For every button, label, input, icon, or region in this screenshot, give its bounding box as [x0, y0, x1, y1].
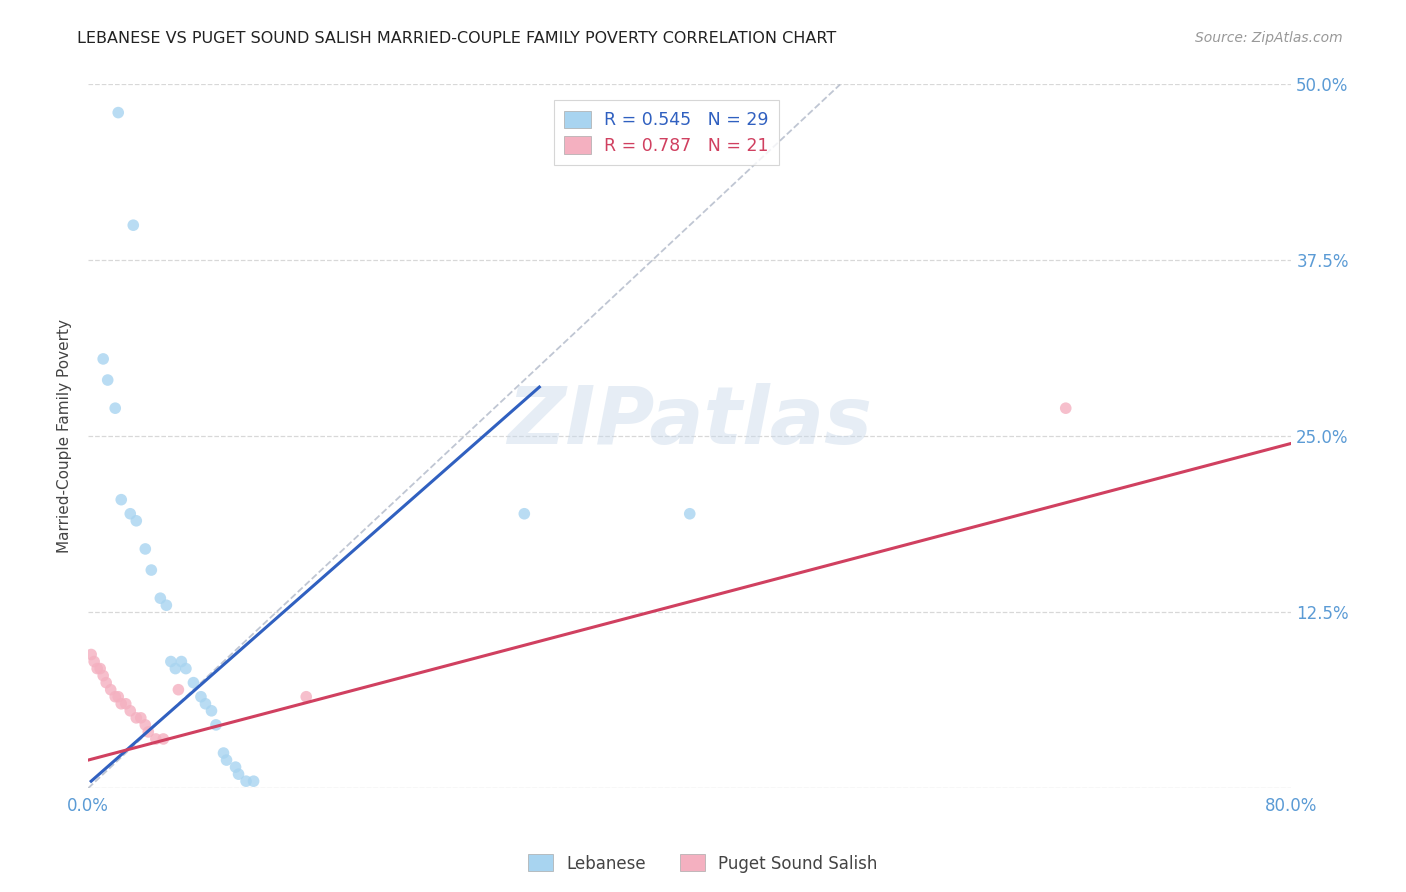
Point [174, 662, 197, 676]
Point [110, 697, 132, 711]
Point [83, 655, 105, 669]
Point [225, 760, 247, 774]
Point [194, 697, 217, 711]
Point [295, 690, 318, 704]
Point [129, 711, 152, 725]
Point [152, 731, 174, 746]
Point [89, 662, 111, 676]
Text: LEBANESE VS PUGET SOUND SALISH MARRIED-COUPLE FAMILY POVERTY CORRELATION CHART: LEBANESE VS PUGET SOUND SALISH MARRIED-C… [77, 31, 837, 46]
Point [145, 731, 167, 746]
Point [100, 682, 122, 697]
Point [107, 105, 129, 120]
Point [679, 507, 702, 521]
Point [107, 690, 129, 704]
Point [80, 648, 103, 662]
Text: Source: ZipAtlas.com: Source: ZipAtlas.com [1195, 31, 1343, 45]
Point [190, 690, 212, 704]
Point [125, 514, 148, 528]
Point [1054, 401, 1077, 416]
Point [242, 774, 264, 789]
Point [120, 507, 142, 521]
Point [155, 599, 177, 613]
Point [96, 675, 118, 690]
Point [110, 492, 132, 507]
Point [183, 675, 205, 690]
Point [167, 682, 190, 697]
Point [170, 655, 193, 669]
Point [120, 704, 142, 718]
Point [200, 704, 222, 718]
Point [165, 662, 187, 676]
Point [97, 373, 120, 387]
Point [212, 746, 235, 760]
Point [134, 541, 156, 556]
Legend: R = 0.545   N = 29, R = 0.787   N = 21: R = 0.545 N = 29, R = 0.787 N = 21 [554, 100, 779, 165]
Y-axis label: Married-Couple Family Poverty: Married-Couple Family Poverty [58, 319, 72, 553]
Point [91, 351, 114, 366]
Point [86, 662, 108, 676]
Point [228, 767, 250, 781]
Legend: Lebanese, Puget Sound Salish: Lebanese, Puget Sound Salish [522, 847, 884, 880]
Point [114, 697, 136, 711]
Point [215, 753, 238, 767]
Text: ZIPatlas: ZIPatlas [508, 384, 872, 461]
Point [160, 655, 183, 669]
Point [104, 690, 127, 704]
Point [122, 218, 145, 232]
Point [513, 507, 536, 521]
Point [149, 591, 172, 606]
Point [125, 711, 148, 725]
Point [134, 718, 156, 732]
Point [91, 668, 114, 682]
Point [235, 774, 257, 789]
Point [136, 725, 159, 739]
Point [104, 401, 127, 416]
Point [141, 563, 163, 577]
Point [205, 718, 228, 732]
